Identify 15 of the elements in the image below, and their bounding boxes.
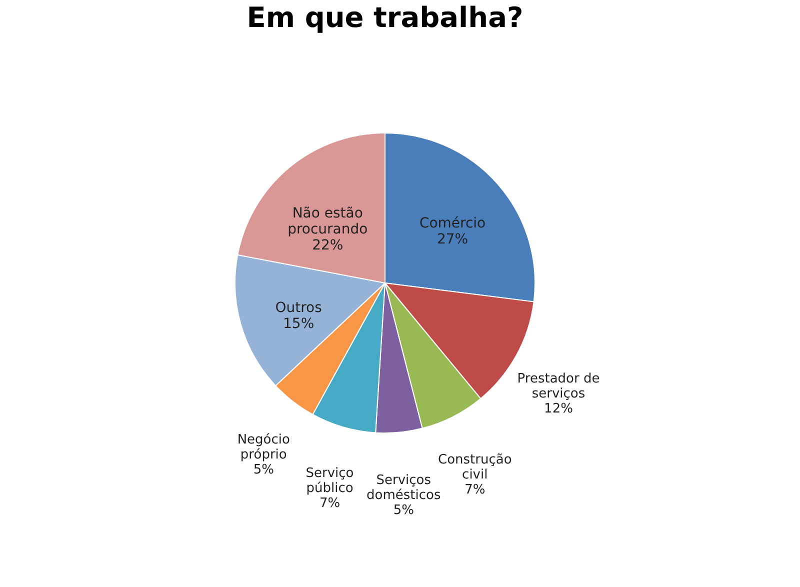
data-label: 5% (393, 503, 414, 518)
data-label: 7% (319, 496, 340, 512)
data-label: 12% (544, 401, 573, 416)
slice-label: Comércio (419, 215, 486, 232)
data-label: 22% (312, 238, 344, 254)
slice-label: Serviço público (306, 466, 354, 496)
slice-label: Prestador de serviços (517, 371, 600, 402)
chart-title: Em que trabalha? (246, 1, 524, 34)
data-label: 7% (464, 482, 486, 498)
slice-label: Outros (275, 300, 322, 316)
data-label: 5% (253, 462, 274, 478)
slice-label: Negócio próprio (237, 432, 290, 462)
slice-label: Não estão procurando (288, 206, 368, 238)
data-label: 27% (436, 231, 468, 248)
data-label: 15% (283, 316, 314, 332)
